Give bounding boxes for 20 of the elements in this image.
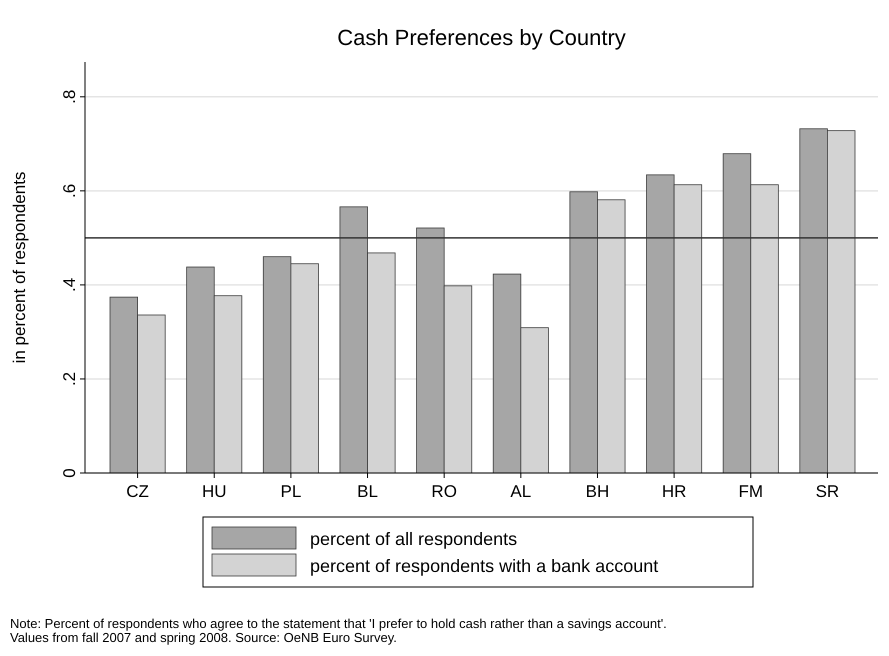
legend-label: percent of respondents with a bank account (310, 556, 658, 576)
text: Note: Percent of respondents who agree to the statement that 'I prefer to hold cash rather than a savings account'. Values from fall 2007 and spring 2008. Source: OeNB Euro Survey. (10, 616, 667, 645)
x-tick-label: PL (280, 482, 302, 501)
y-axis-title: in percent of respondents (10, 172, 29, 364)
x-tick-label: BH (586, 482, 610, 501)
chart-title: Cash Preferences by Country (337, 25, 626, 50)
x-tick-label: BL (357, 482, 378, 501)
y-tick-label: 0 (60, 468, 79, 478)
y-tick-label: .2 (60, 372, 79, 386)
x-tick-label: FM (738, 482, 764, 501)
x-tick-label: SR (816, 482, 840, 501)
x-tick-label: AL (510, 482, 532, 501)
y-tick-label: .4 (60, 278, 79, 292)
x-tick-label: RO (431, 482, 457, 501)
x-tick-label: CZ (126, 482, 149, 501)
y-tick-label: .8 (60, 90, 79, 104)
y-tick-label: .6 (60, 184, 79, 198)
x-tick-label: HR (662, 482, 686, 501)
x-tick-label: HU (202, 482, 227, 501)
legend-label: percent of all respondents (310, 529, 518, 549)
